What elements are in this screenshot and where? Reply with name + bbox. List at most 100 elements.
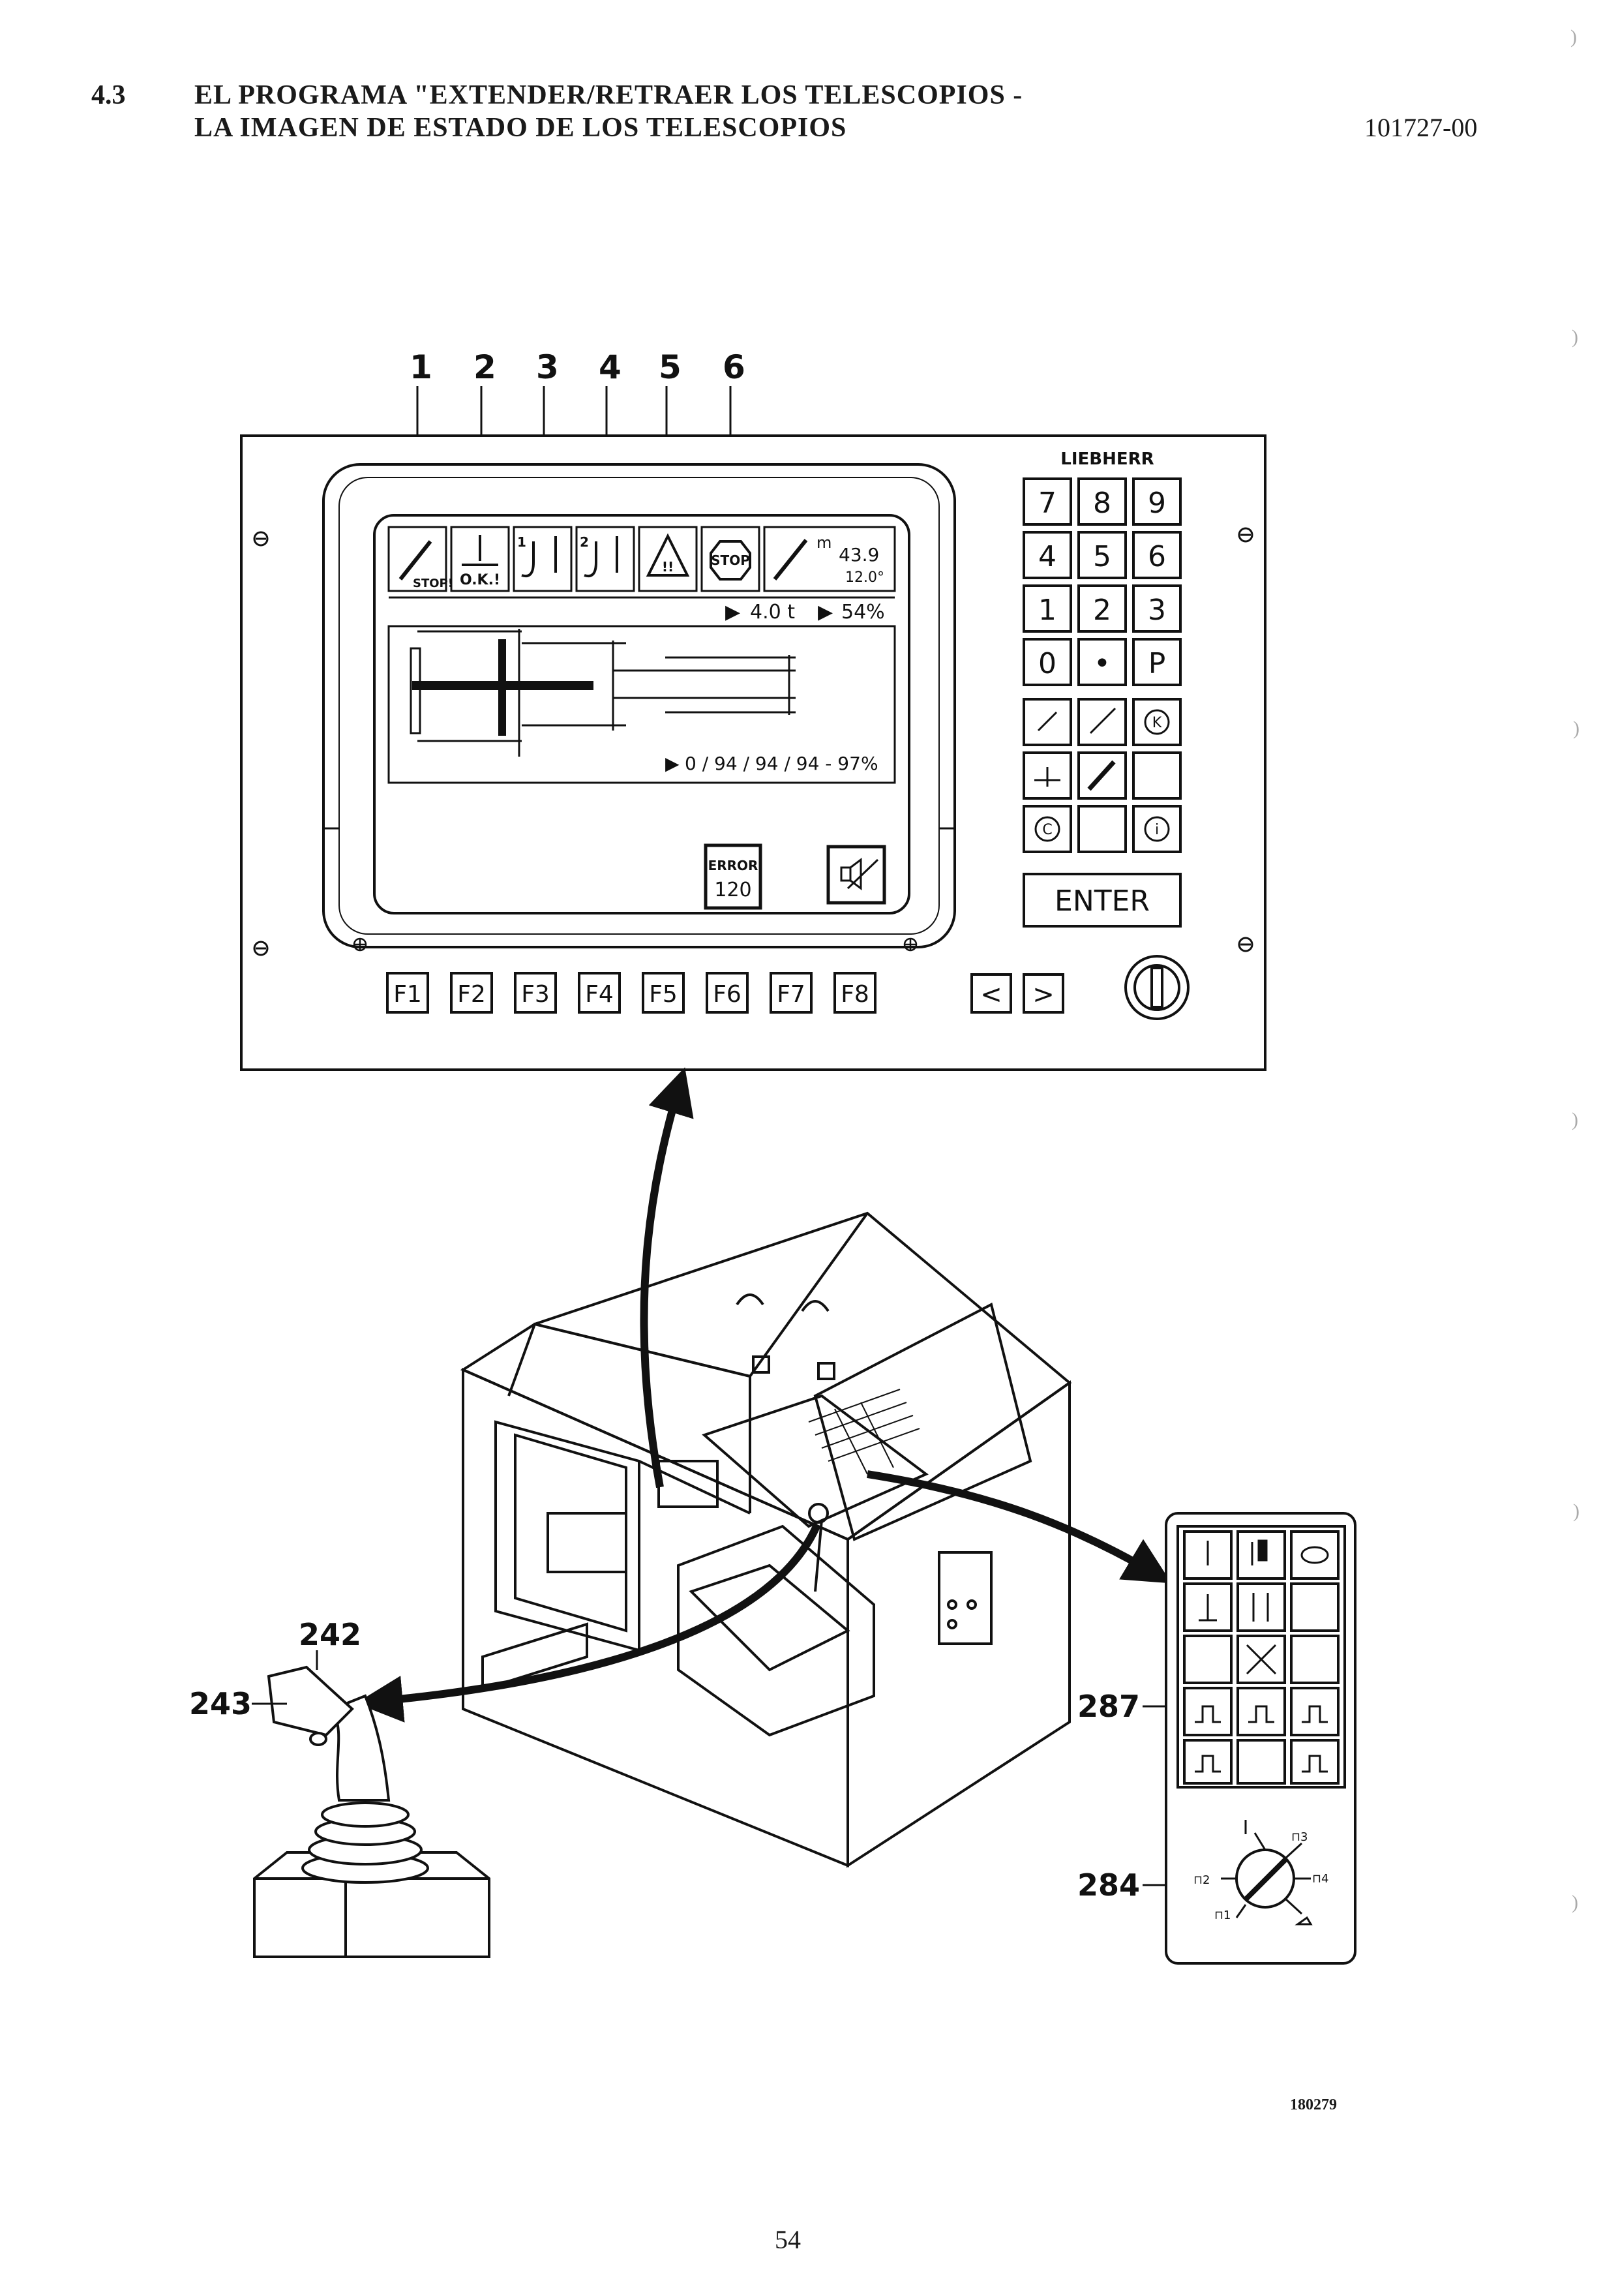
scan-mark: ) — [1572, 1892, 1578, 1913]
arrow-to-side-panel — [867, 1470, 1172, 1584]
panel-button-3-3[interactable] — [1290, 1635, 1340, 1684]
key-3-label: 3 — [1148, 594, 1166, 627]
section-number: 4.3 — [91, 80, 126, 110]
callout-5: 5 — [659, 348, 682, 386]
f7-label: F7 — [777, 981, 805, 1008]
percent-arrow: ▶ — [818, 601, 833, 624]
f3-key[interactable] — [514, 972, 557, 1014]
prev-key-label: < — [980, 980, 1002, 1010]
f5-label: F5 — [649, 981, 678, 1008]
error-label: ERROR — [708, 858, 758, 873]
key-p-label: P — [1148, 647, 1166, 680]
hook1-label: 1 — [517, 534, 526, 550]
key-p[interactable] — [1132, 638, 1182, 686]
telescope-key[interactable] — [1077, 751, 1127, 800]
info-key[interactable] — [1132, 805, 1182, 853]
key-3[interactable] — [1132, 584, 1182, 633]
key-5[interactable] — [1077, 531, 1127, 579]
switch-position-4: ⊓4 — [1312, 1872, 1329, 1886]
screw-icons — [253, 527, 1253, 956]
key-0-label: 0 — [1038, 647, 1056, 680]
f8-key[interactable] — [833, 972, 876, 1014]
key-8[interactable] — [1077, 477, 1127, 526]
mute-button — [826, 845, 886, 905]
telescope-status: 0 / 94 / 94 / 94 - 97% — [685, 753, 878, 774]
hook2-icon — [575, 526, 635, 592]
key-2[interactable] — [1077, 584, 1127, 633]
key-0[interactable] — [1023, 638, 1072, 686]
callout-287: 287 — [1077, 1689, 1140, 1724]
key-8-label: 8 — [1093, 487, 1111, 520]
f4-key[interactable] — [578, 972, 621, 1014]
hook1-icon — [513, 526, 573, 592]
error-code: 120 — [714, 879, 751, 901]
key-9[interactable] — [1132, 477, 1182, 526]
radius-angle-readout — [763, 526, 896, 592]
info-key-label: i — [1155, 822, 1159, 838]
f3-label: F3 — [521, 981, 550, 1008]
screen-bezel — [322, 463, 956, 948]
next-key-label: > — [1032, 980, 1055, 1010]
key-4[interactable] — [1023, 531, 1072, 579]
load-percent: 54% — [841, 601, 885, 624]
telescope-diagram — [387, 625, 896, 784]
f1-label: F1 — [393, 981, 422, 1008]
scan-mark: ) — [1572, 326, 1578, 348]
warning-label: !! — [662, 559, 674, 575]
panel-button-4-3[interactable] — [1290, 1687, 1340, 1736]
panel-button-1-3[interactable] — [1290, 1530, 1340, 1580]
blank-key-2[interactable] — [1077, 805, 1127, 853]
c-key[interactable] — [1023, 805, 1072, 853]
callout-243: 243 — [189, 1686, 252, 1721]
key-6[interactable] — [1132, 531, 1182, 579]
panel-button-2-3[interactable] — [1290, 1582, 1340, 1632]
rotary-switch-icon — [1235, 1849, 1295, 1909]
f2-label: F2 — [457, 981, 486, 1008]
f2-key[interactable] — [450, 972, 493, 1014]
panel-button-5-2[interactable] — [1236, 1739, 1286, 1785]
panel-button-3-1[interactable] — [1183, 1635, 1233, 1684]
page-number: 54 — [775, 2225, 801, 2254]
key-switch-icon — [1124, 955, 1190, 1020]
panel-button-4-2[interactable] — [1236, 1687, 1286, 1736]
scan-mark: ) — [1570, 26, 1577, 48]
k-key[interactable] — [1132, 698, 1182, 746]
switch-symbol-icons — [1244, 1820, 1313, 1926]
c-key-label: C — [1042, 822, 1052, 838]
panel-button-4-1[interactable] — [1183, 1687, 1233, 1736]
panel-button-2-2[interactable] — [1236, 1582, 1286, 1632]
brand-label: LIEBHERR — [1060, 449, 1154, 469]
panel-button-5-1[interactable] — [1183, 1739, 1233, 1785]
key-dot[interactable] — [1077, 638, 1127, 686]
next-key[interactable] — [1023, 973, 1064, 1014]
status-arrow: ▶ — [665, 753, 680, 774]
stop-sign-label: STOP — [711, 552, 750, 568]
key-9-label: 9 — [1148, 487, 1166, 520]
f6-key[interactable] — [706, 972, 749, 1014]
crane-cab-drawing — [460, 1211, 1072, 1868]
key-7[interactable] — [1023, 477, 1072, 526]
arrow-to-display — [640, 1067, 694, 1488]
section-title-line2: LA IMAGEN DE ESTADO DE LOS TELESCOPIOS — [194, 113, 847, 143]
f7-key[interactable] — [770, 972, 813, 1014]
enter-key[interactable] — [1023, 873, 1182, 928]
switch-position-1: ⊓1 — [1214, 1909, 1231, 1922]
key-1[interactable] — [1023, 584, 1072, 633]
f6-label: F6 — [713, 981, 742, 1008]
radius-value: 43.9 — [839, 544, 879, 566]
load-arrow: ▶ — [725, 601, 740, 624]
panel-button-5-3[interactable] — [1290, 1739, 1340, 1785]
prev-key[interactable] — [970, 973, 1012, 1014]
scan-mark: ) — [1573, 1500, 1580, 1522]
switch-position-3: ⊓3 — [1291, 1830, 1308, 1844]
cab-display-screen — [657, 1460, 719, 1508]
switch-position-2: ⊓2 — [1193, 1873, 1210, 1887]
f1-key[interactable] — [386, 972, 429, 1014]
arrow-to-joystick — [355, 1524, 820, 1723]
telescope-ok-label: O.K.! — [460, 572, 500, 588]
section-title-line1: EL PROGRAMA "EXTENDER/RETRAER LOS TELESC… — [194, 80, 1023, 110]
blank-key-1[interactable] — [1132, 751, 1182, 800]
joystick-drawing — [253, 1665, 490, 1958]
f5-key[interactable] — [642, 972, 685, 1014]
